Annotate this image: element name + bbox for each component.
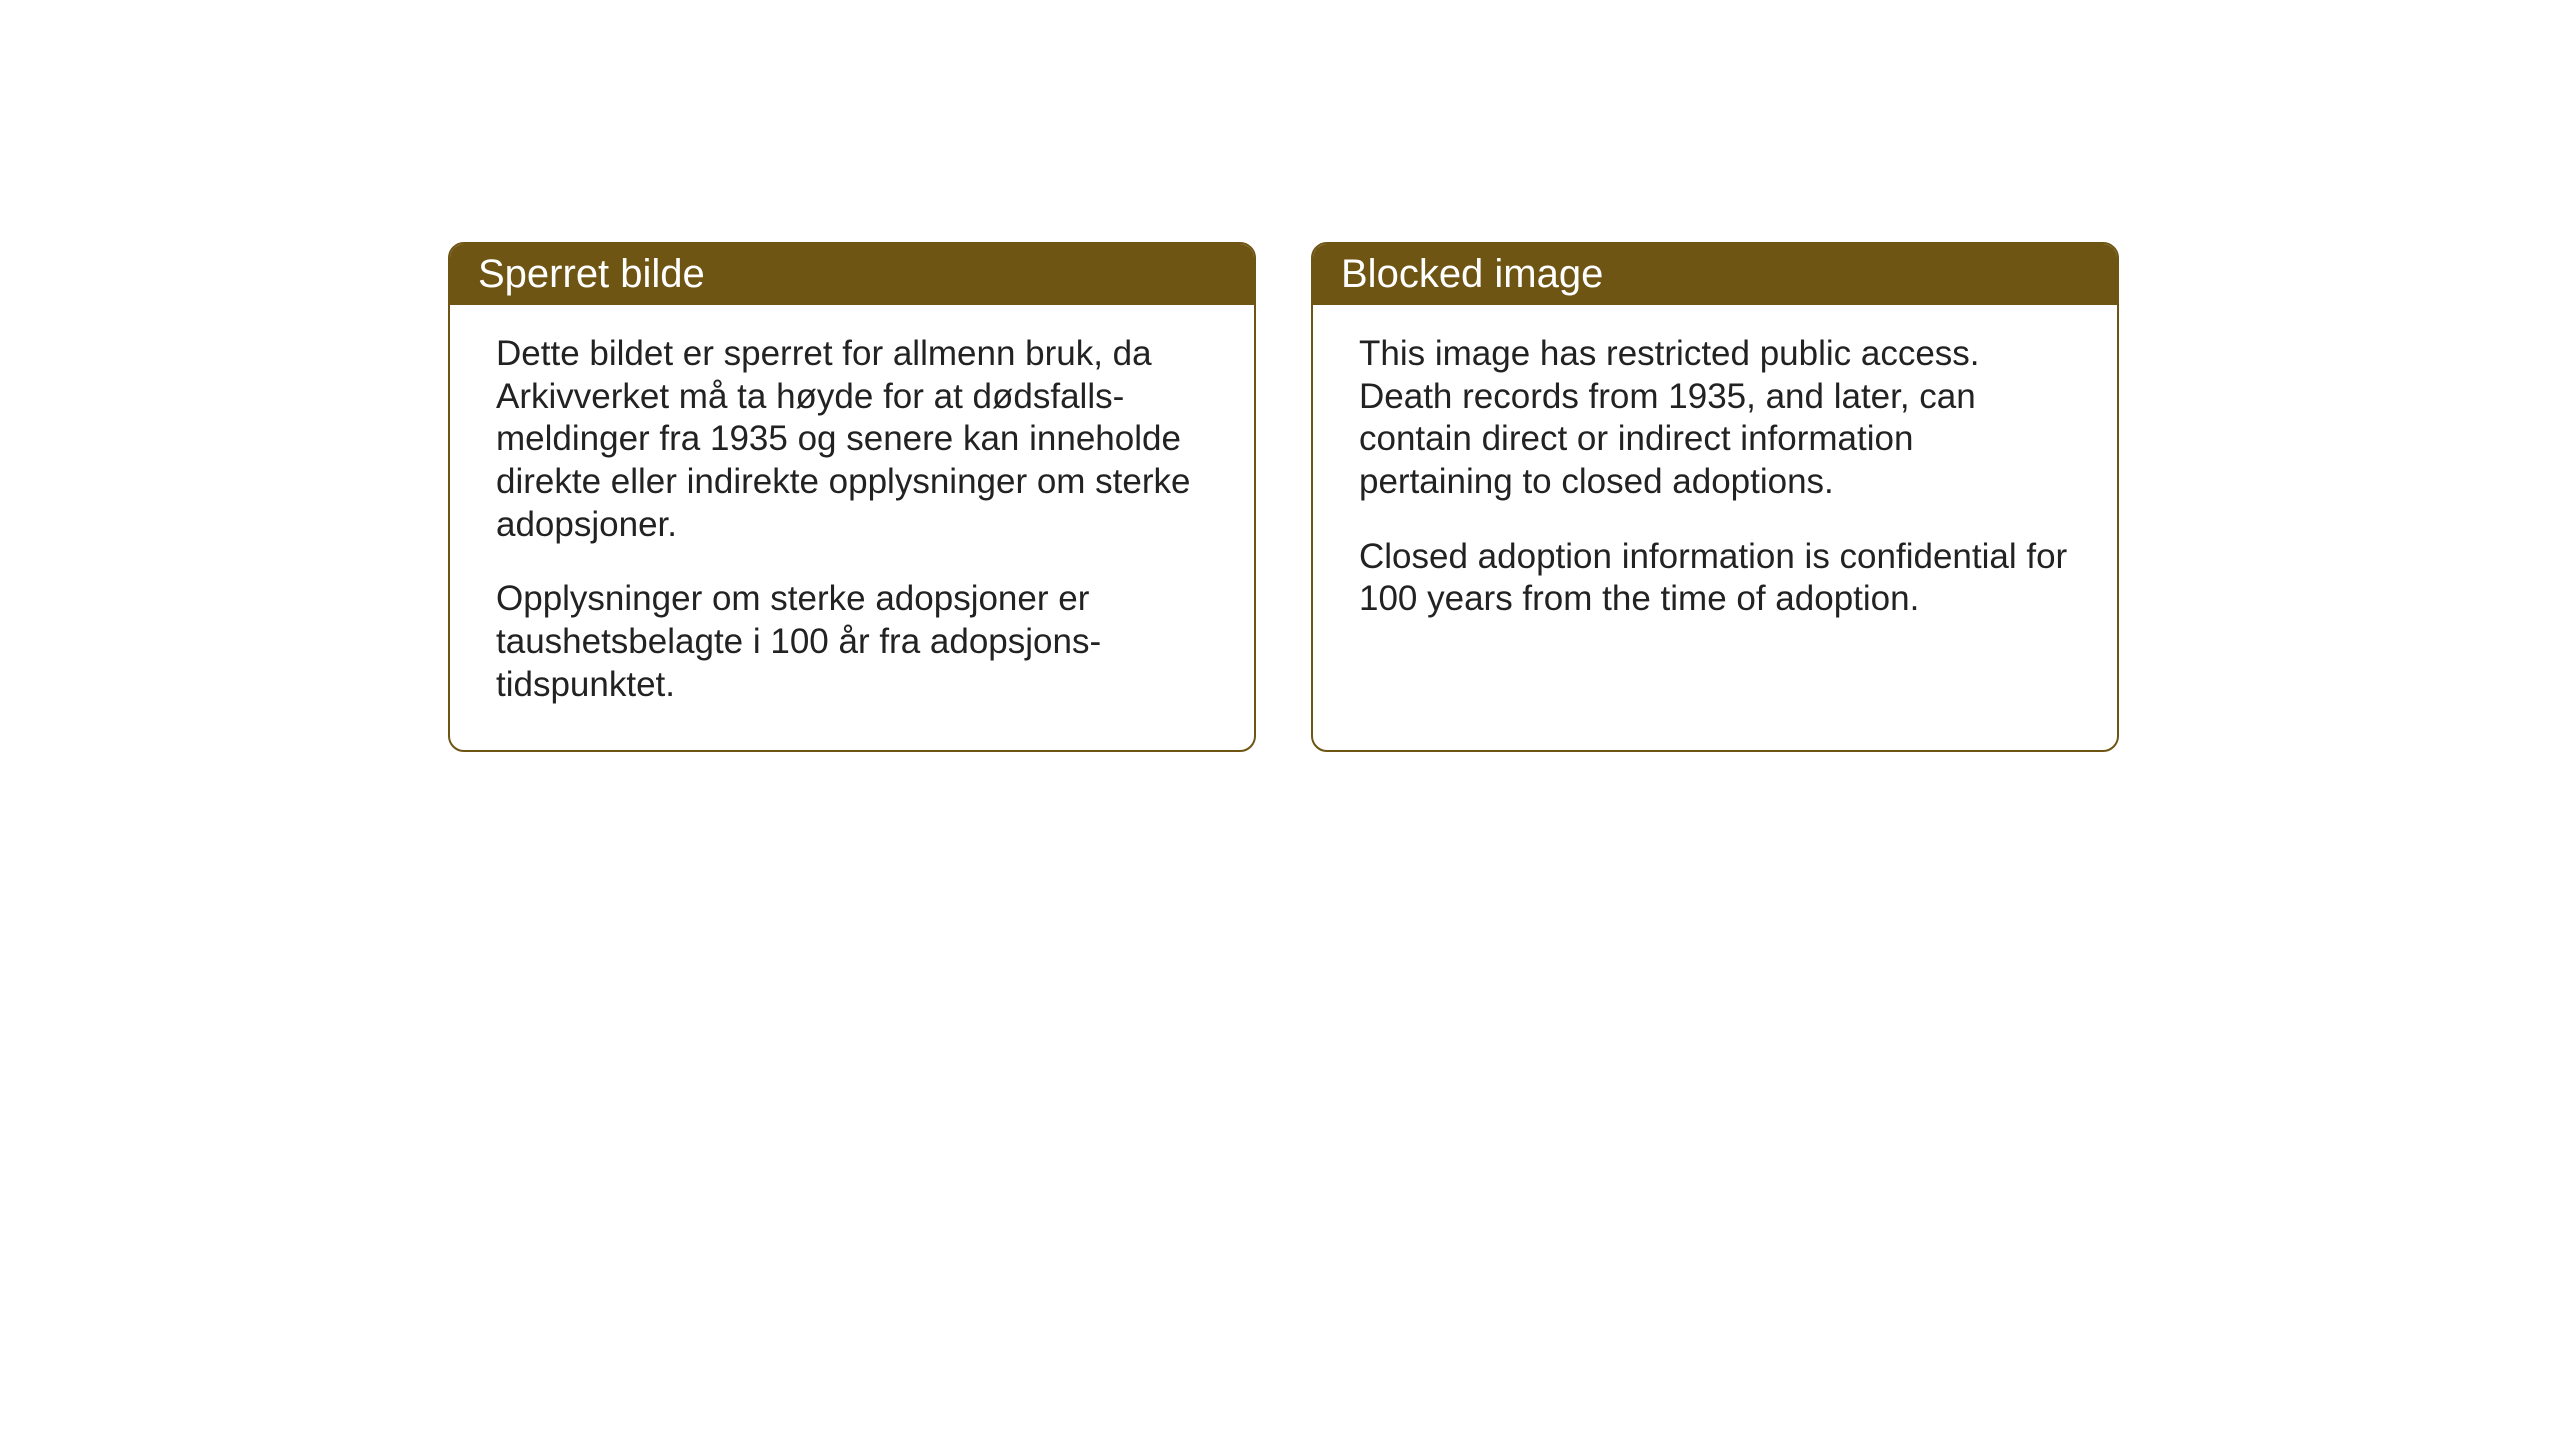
norwegian-card: Sperret bilde Dette bildet er sperret fo… [448,242,1256,752]
english-paragraph-2: Closed adoption information is confident… [1359,536,2071,621]
english-card: Blocked image This image has restricted … [1311,242,2119,752]
cards-container: Sperret bilde Dette bildet er sperret fo… [448,242,2119,752]
norwegian-paragraph-2: Opplysninger om sterke adopsjoner er tau… [496,578,1208,706]
english-card-header: Blocked image [1313,244,2117,305]
english-paragraph-1: This image has restricted public access.… [1359,333,2071,504]
norwegian-card-title: Sperret bilde [478,252,705,296]
norwegian-card-body: Dette bildet er sperret for allmenn bruk… [450,305,1254,745]
english-card-body: This image has restricted public access.… [1313,305,2117,659]
norwegian-paragraph-1: Dette bildet er sperret for allmenn bruk… [496,333,1208,546]
norwegian-card-header: Sperret bilde [450,244,1254,305]
english-card-title: Blocked image [1341,252,1603,296]
